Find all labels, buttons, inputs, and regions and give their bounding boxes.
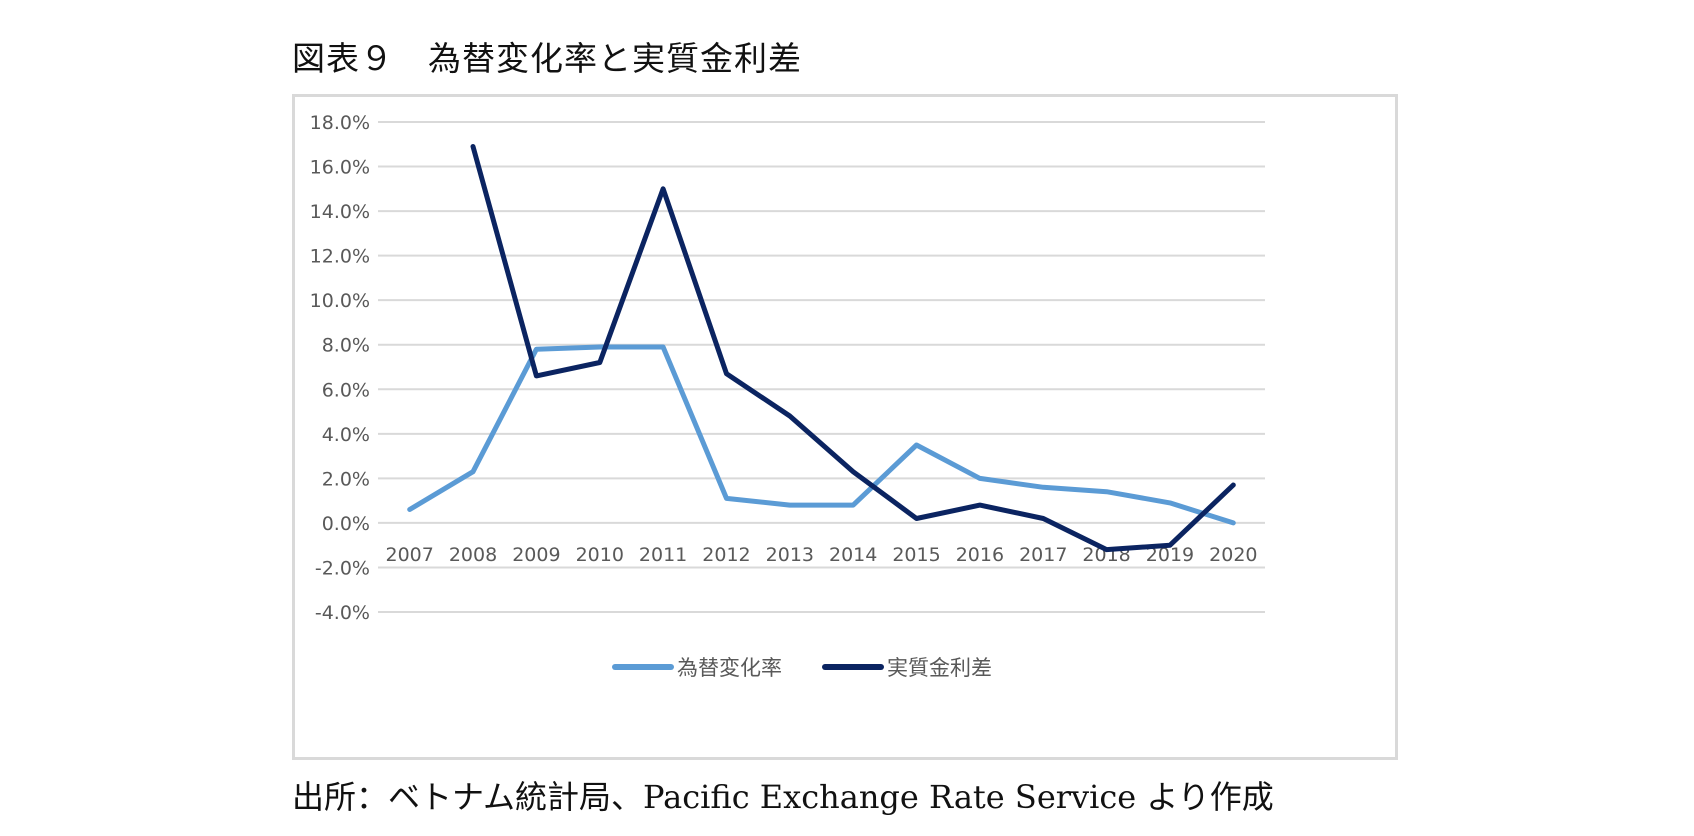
figure-title: 図表９ 為替変化率と実質金利差: [292, 39, 802, 78]
y-tick-label: -4.0%: [315, 602, 370, 624]
y-tick-label: 14.0%: [310, 201, 370, 223]
y-axis-tick-labels: 18.0% 16.0% 14.0% 12.0% 10.0% 8.0% 6.0% 4.0% 2.0…: [310, 112, 370, 624]
x-tick-label: 2020: [1209, 544, 1257, 566]
y-tick-label: 8.0%: [322, 335, 370, 357]
y-tick-label: 0.0%: [322, 513, 370, 535]
y-tick-label: 2.0%: [322, 468, 370, 490]
y-tick-label: 12.0%: [310, 246, 370, 268]
chart-frame: 18.0% 16.0% 14.0% 12.0% 10.0% 8.0% 6.0% 4.0% 2.0…: [292, 94, 1398, 760]
gridlines: [378, 121, 1265, 613]
legend-label: 実質金利差: [887, 656, 992, 680]
y-tick-label: 18.0%: [310, 112, 370, 134]
x-tick-label: 2008: [449, 544, 497, 566]
figure-source-note: 出所：ベトナム統計局、Pacific Exchange Rate Service…: [292, 778, 1274, 816]
x-axis-tick-labels: 2007 2008 2009 2010 2011 2012 2013 2014 2015 2016…: [385, 544, 1257, 566]
y-tick-label: 16.0%: [310, 157, 370, 179]
y-tick-label: 10.0%: [310, 290, 370, 312]
x-tick-label: 2016: [956, 544, 1004, 566]
x-tick-label: 2019: [1146, 544, 1194, 566]
series-line-0: [407, 344, 1236, 526]
x-tick-label: 2013: [766, 544, 814, 566]
x-tick-label: 2012: [702, 544, 750, 566]
series-lines: [407, 144, 1236, 553]
legend: 為替変化率 実質金利差: [612, 656, 992, 680]
series-line-1: [470, 144, 1236, 553]
x-tick-label: 2014: [829, 544, 877, 566]
y-tick-label: 4.0%: [322, 424, 370, 446]
x-tick-label: 2007: [385, 544, 433, 566]
x-tick-label: 2010: [576, 544, 624, 566]
x-tick-label: 2015: [892, 544, 940, 566]
y-tick-label: -2.0%: [315, 557, 370, 579]
x-tick-label: 2011: [639, 544, 687, 566]
x-tick-label: 2017: [1019, 544, 1067, 566]
line-chart: 18.0% 16.0% 14.0% 12.0% 10.0% 8.0% 6.0% 4.0% 2.0…: [310, 112, 1265, 680]
x-tick-label: 2009: [512, 544, 560, 566]
y-tick-label: 6.0%: [322, 379, 370, 401]
legend-label: 為替変化率: [677, 656, 782, 680]
